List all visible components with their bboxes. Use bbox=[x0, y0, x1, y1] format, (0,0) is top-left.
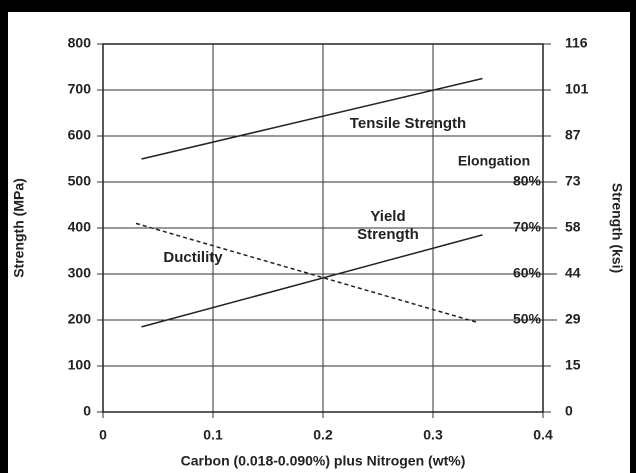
x-tick-label: 0.2 bbox=[313, 427, 333, 443]
plot-frame bbox=[102, 43, 544, 413]
series-label: Yield Strength bbox=[357, 208, 419, 243]
series-label: Tensile Strength bbox=[349, 115, 467, 132]
y2-tick-label: 0 bbox=[565, 403, 573, 419]
y2-tick-label: 116 bbox=[565, 35, 588, 51]
y2-tick-label: 29 bbox=[565, 311, 581, 327]
y3-tick-label: 60% bbox=[513, 265, 542, 281]
y2-tick-label: 44 bbox=[565, 265, 581, 281]
y2-axis-label: Strength (ksi) bbox=[609, 183, 625, 273]
y3-axis-label: Elongation bbox=[458, 153, 530, 169]
y2-tick-label: 73 bbox=[565, 173, 581, 189]
y-tick-label: 200 bbox=[68, 311, 92, 327]
x-tick-label: 0.1 bbox=[203, 427, 223, 443]
y-tick-label: 700 bbox=[68, 81, 92, 97]
x-tick-label: 0.4 bbox=[533, 427, 553, 443]
y2-tick-label: 58 bbox=[565, 219, 581, 235]
x-tick-label: 0.3 bbox=[423, 427, 443, 443]
y3-tick-label: 70% bbox=[513, 219, 542, 235]
series-label: Ductility bbox=[163, 249, 223, 266]
y-tick-label: 0 bbox=[83, 403, 91, 419]
chart: Carbon (0.018-0.090%) plus Nitrogen (wt%… bbox=[11, 35, 626, 469]
y-tick-label: 600 bbox=[68, 127, 92, 143]
series-line bbox=[141, 77, 483, 160]
y-tick-label: 300 bbox=[68, 265, 92, 281]
x-tick-label: 0 bbox=[99, 427, 107, 443]
y-tick-label: 500 bbox=[68, 173, 92, 189]
x-axis-label: Carbon (0.018-0.090%) plus Nitrogen (wt%… bbox=[181, 453, 466, 469]
y2-tick-label: 101 bbox=[565, 81, 589, 97]
y-tick-label: 800 bbox=[68, 35, 92, 51]
chart-container: Carbon (0.018-0.090%) plus Nitrogen (wt%… bbox=[8, 12, 630, 473]
series-line bbox=[135, 222, 478, 324]
y-tick-label: 400 bbox=[68, 219, 92, 235]
y2-tick-label: 87 bbox=[565, 127, 581, 143]
y-tick-label: 100 bbox=[68, 357, 92, 373]
y-axis-label: Strength (MPa) bbox=[11, 178, 27, 278]
y3-tick-label: 80% bbox=[513, 173, 542, 189]
series-line bbox=[141, 234, 483, 328]
y3-tick-label: 50% bbox=[513, 311, 542, 327]
y2-tick-label: 15 bbox=[565, 357, 581, 373]
